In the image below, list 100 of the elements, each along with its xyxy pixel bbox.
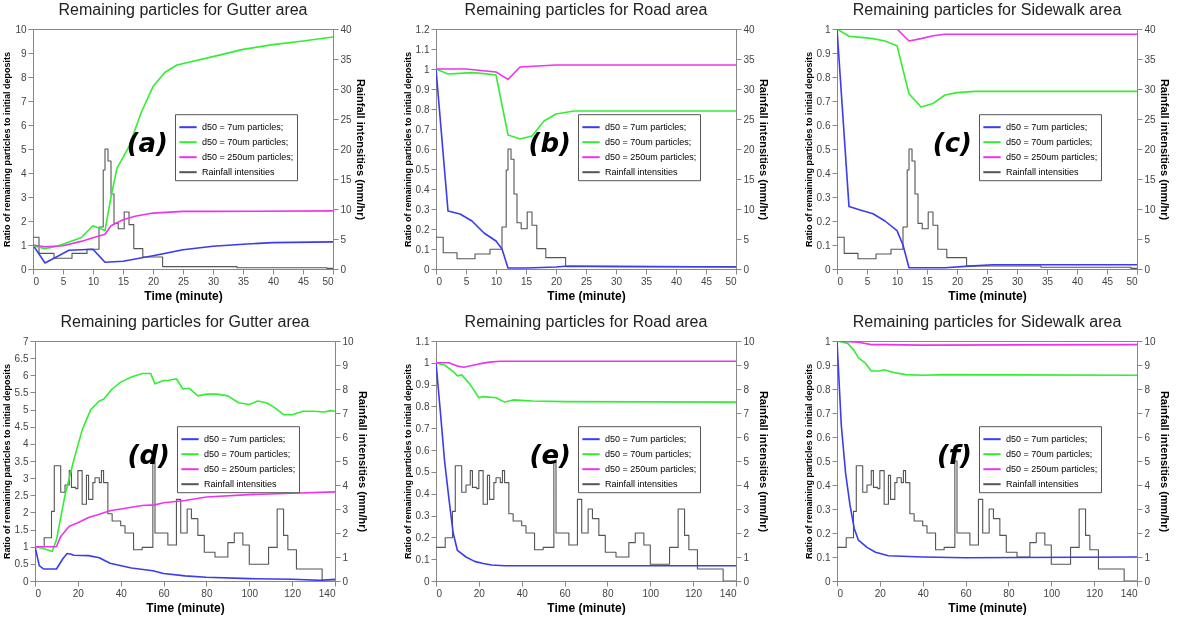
y-tick-label: 1.5 — [14, 524, 29, 536]
x-tick-label: 120 — [1086, 587, 1104, 599]
y2-tick-label: 0 — [1144, 263, 1151, 275]
x-tick-label: 45 — [1101, 275, 1114, 287]
y-tick-label: 0.1 — [415, 553, 430, 565]
x-tick-label: 10 — [891, 275, 904, 287]
x-tick-label: 20 — [147, 275, 160, 287]
y-tick-label: 4 — [22, 438, 29, 450]
x-tick-label: 0 — [436, 587, 443, 599]
y-tick-label: 2 — [22, 506, 29, 518]
y-tick-label: 0.1 — [816, 551, 831, 563]
y-tick-label: 0.7 — [415, 123, 430, 135]
x-tick-label: 40 — [516, 587, 529, 599]
y2-tick-label: 35 — [743, 53, 756, 65]
y-tick-label: 7 — [22, 335, 29, 347]
y-tick-label: 1 — [824, 335, 831, 347]
y2-tick-label: 1 — [1144, 551, 1151, 563]
legend-label: d50 = 70um particles; — [605, 449, 692, 460]
x-tick-label: 50 — [725, 275, 737, 287]
line-series — [35, 545, 335, 581]
y-tick-label: 0.4 — [415, 183, 430, 195]
legend-label: d50 = 70um particles; — [605, 137, 692, 148]
y2-tick-label: 8 — [1144, 383, 1151, 395]
legend-label: d50 = 7um particles; — [605, 434, 687, 445]
x-tick-label: 5 — [463, 275, 470, 287]
y-tick-label: 0.2 — [415, 223, 430, 235]
x-tick-label: 45 — [297, 275, 310, 287]
y2-tick-label: 7 — [743, 407, 750, 419]
y-tick-label: 1 — [20, 239, 27, 251]
y-tick-label: 0.4 — [816, 167, 831, 179]
y2-tick-label: 15 — [743, 173, 756, 185]
x-tick-label: 80 — [201, 587, 213, 599]
y-axis-title: Ratio of remaining particles to initial deposits — [402, 363, 413, 560]
y-tick-label: 1.2 — [415, 23, 430, 35]
y2-tick-label: 6 — [743, 431, 750, 443]
x-tick-label: 15 — [117, 275, 130, 287]
y-tick-label: 5 — [20, 143, 27, 155]
x-axis-title: Time (minute) — [948, 600, 1027, 615]
y2-tick-label: 35 — [1144, 53, 1157, 65]
y2-tick-label: 30 — [743, 83, 756, 95]
x-tick-label: 20 — [550, 275, 563, 287]
legend-label: d50 = 250um particles; — [204, 464, 296, 475]
x-tick-label: 60 — [960, 587, 973, 599]
y-tick-label: 0.3 — [415, 510, 430, 522]
y2-tick-label: 40 — [743, 23, 756, 35]
y-tick-label: 3 — [22, 472, 29, 484]
x-tick-label: 20 — [874, 587, 887, 599]
y-tick-label: 4.5 — [14, 421, 29, 433]
legend-label: d50 = 7um particles; — [1006, 434, 1088, 445]
legend-label: d50 = 70um particles; — [204, 449, 291, 460]
y2-tick-label: 1 — [743, 551, 750, 563]
y2-tick-label: 30 — [1144, 83, 1157, 95]
y2-axis-title: Rainfall intensities (mm/hr) — [356, 390, 369, 533]
annotation: (a) — [126, 128, 168, 159]
y-tick-label: 0.6 — [816, 431, 831, 443]
x-tick-label: 40 — [1071, 275, 1084, 287]
legend-label: Rainfall intensities — [605, 167, 679, 178]
y2-tick-label: 10 — [1144, 203, 1157, 215]
x-tick-label: 0 — [436, 275, 443, 287]
line-series — [837, 341, 1137, 559]
y2-tick-label: 40 — [1144, 23, 1157, 35]
y-tick-label: 0.4 — [415, 488, 430, 500]
chart-title: Remaining particles for Sidewalk area — [852, 313, 1122, 330]
y-tick-label: 0.7 — [816, 407, 831, 419]
y-axis-title: Ratio of remaining particles to initial deposits — [803, 363, 814, 560]
y2-tick-label: 10 — [340, 203, 353, 215]
line-series — [436, 362, 736, 567]
y-tick-label: 0.8 — [816, 383, 831, 395]
x-tick-label: 50 — [1126, 275, 1138, 287]
line-series — [33, 36, 333, 250]
legend-label: d50 = 250um particles; — [605, 152, 697, 163]
legend-label: Rainfall intensities — [605, 479, 679, 490]
y2-tick-label: 2 — [743, 527, 750, 539]
x-tick-label: 15 — [921, 275, 934, 287]
chart-title: Remaining particles for Road area — [464, 313, 708, 330]
y2-tick-label: 5 — [342, 455, 349, 467]
legend-label: d50 = 250um particles; — [202, 152, 294, 163]
y-tick-label: 2.5 — [14, 489, 29, 501]
y-tick-label: 1.1 — [415, 43, 430, 55]
line-series — [33, 241, 333, 264]
legend-label: d50 = 70um particles; — [202, 137, 289, 148]
x-tick-label: 10 — [87, 275, 100, 287]
x-tick-label: 20 — [72, 587, 85, 599]
y2-tick-label: 6 — [1144, 431, 1151, 443]
x-tick-label: 35 — [237, 275, 250, 287]
y2-tick-label: 5 — [743, 455, 750, 467]
y2-tick-label: 10 — [743, 203, 756, 215]
y-tick-label: 0.4 — [816, 479, 831, 491]
annotation: (e) — [529, 440, 571, 471]
y2-tick-label: 0 — [340, 263, 347, 275]
x-axis-title: Time (minute) — [547, 600, 626, 615]
y2-tick-label: 9 — [1144, 359, 1151, 371]
y-tick-label: 1.1 — [415, 335, 430, 347]
x-tick-label: 120 — [685, 587, 703, 599]
legend-label: d50 = 70um particles; — [1006, 137, 1093, 148]
y2-tick-label: 3 — [1144, 503, 1151, 515]
y-axis-title: Ratio of remaining particles to initial deposits — [1, 363, 12, 560]
y2-tick-label: 5 — [340, 233, 347, 245]
y-tick-label: 5 — [22, 404, 29, 416]
legend-label: d50 = 7um particles; — [204, 434, 286, 445]
